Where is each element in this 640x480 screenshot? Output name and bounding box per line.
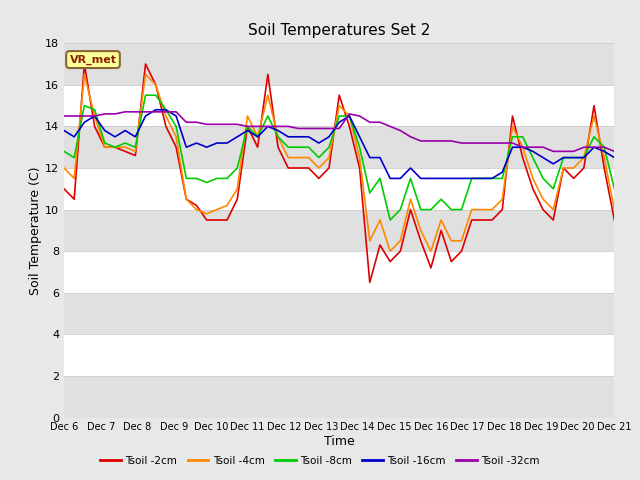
Text: VR_met: VR_met (70, 54, 116, 65)
Line: Tsoil -8cm: Tsoil -8cm (64, 95, 614, 220)
Tsoil -2cm (203, 217, 211, 223)
Line: Tsoil -16cm: Tsoil -16cm (64, 110, 614, 179)
Tsoil -4cm (600, 155, 608, 160)
Bar (64, 210, 614, 251)
Y-axis label: Soil Temperature (C): Soil Temperature (C) (29, 166, 42, 295)
Tsoil -32cm (549, 148, 557, 154)
Title: Soil Temperatures Set 2: Soil Temperatures Set 2 (248, 23, 430, 38)
Bar (64, 335, 614, 376)
Tsoil -16cm (570, 155, 577, 160)
Tsoil -16cm (203, 144, 211, 150)
Line: Tsoil -32cm: Tsoil -32cm (64, 112, 614, 151)
Bar (64, 168, 614, 210)
Tsoil -8cm (274, 134, 282, 140)
Tsoil -2cm (366, 279, 374, 285)
Tsoil -16cm (122, 128, 129, 133)
Line: Tsoil -2cm: Tsoil -2cm (64, 64, 614, 282)
Tsoil -4cm (274, 134, 282, 140)
Tsoil -32cm (60, 113, 68, 119)
Tsoil -8cm (122, 140, 129, 146)
Tsoil -32cm (600, 144, 608, 150)
Tsoil -2cm (81, 61, 88, 67)
Tsoil -16cm (274, 128, 282, 133)
Bar (64, 251, 614, 293)
Bar (64, 376, 614, 418)
Bar (64, 43, 614, 85)
Tsoil -32cm (274, 123, 282, 129)
Tsoil -32cm (611, 148, 618, 154)
Tsoil -16cm (387, 176, 394, 181)
Tsoil -4cm (570, 165, 577, 171)
Tsoil -8cm (60, 148, 68, 154)
Tsoil -8cm (570, 155, 577, 160)
Tsoil -8cm (387, 217, 394, 223)
Tsoil -4cm (131, 148, 139, 154)
Tsoil -4cm (611, 207, 618, 213)
Tsoil -8cm (611, 186, 618, 192)
Tsoil -4cm (60, 165, 68, 171)
Tsoil -8cm (203, 180, 211, 185)
Tsoil -4cm (203, 211, 211, 216)
Legend: Tsoil -2cm, Tsoil -4cm, Tsoil -8cm, Tsoil -16cm, Tsoil -32cm: Tsoil -2cm, Tsoil -4cm, Tsoil -8cm, Tsoi… (96, 452, 544, 470)
Tsoil -8cm (600, 144, 608, 150)
Tsoil -16cm (152, 107, 159, 113)
Tsoil -32cm (570, 148, 577, 154)
Tsoil -16cm (60, 128, 68, 133)
Tsoil -16cm (600, 148, 608, 154)
Tsoil -32cm (122, 109, 129, 115)
Tsoil -2cm (570, 176, 577, 181)
Tsoil -2cm (274, 144, 282, 150)
Tsoil -4cm (172, 134, 180, 140)
Tsoil -4cm (81, 72, 88, 77)
Bar (64, 85, 614, 126)
Tsoil -8cm (141, 92, 149, 98)
Tsoil -32cm (172, 109, 180, 115)
X-axis label: Time: Time (324, 435, 355, 448)
Tsoil -2cm (172, 144, 180, 150)
Tsoil -8cm (172, 123, 180, 129)
Bar (64, 126, 614, 168)
Bar (64, 293, 614, 335)
Tsoil -2cm (600, 165, 608, 171)
Tsoil -4cm (387, 248, 394, 254)
Tsoil -2cm (131, 153, 139, 158)
Tsoil -32cm (131, 109, 139, 115)
Tsoil -16cm (611, 155, 618, 160)
Tsoil -2cm (60, 186, 68, 192)
Tsoil -16cm (172, 113, 180, 119)
Tsoil -32cm (203, 121, 211, 127)
Line: Tsoil -4cm: Tsoil -4cm (64, 74, 614, 251)
Tsoil -2cm (611, 217, 618, 223)
